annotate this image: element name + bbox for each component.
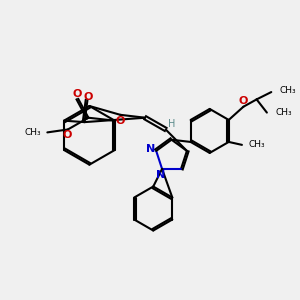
Text: O: O (73, 89, 82, 99)
Text: O: O (83, 92, 93, 102)
Text: O: O (116, 116, 125, 126)
Text: CH₃: CH₃ (275, 108, 292, 117)
Text: N: N (156, 170, 166, 180)
Text: N: N (146, 144, 155, 154)
Text: O: O (239, 96, 248, 106)
Text: O: O (63, 130, 72, 140)
Text: H: H (168, 119, 176, 129)
Text: CH₃: CH₃ (24, 128, 41, 137)
Text: CH₃: CH₃ (280, 86, 296, 95)
Text: CH₃: CH₃ (248, 140, 265, 149)
